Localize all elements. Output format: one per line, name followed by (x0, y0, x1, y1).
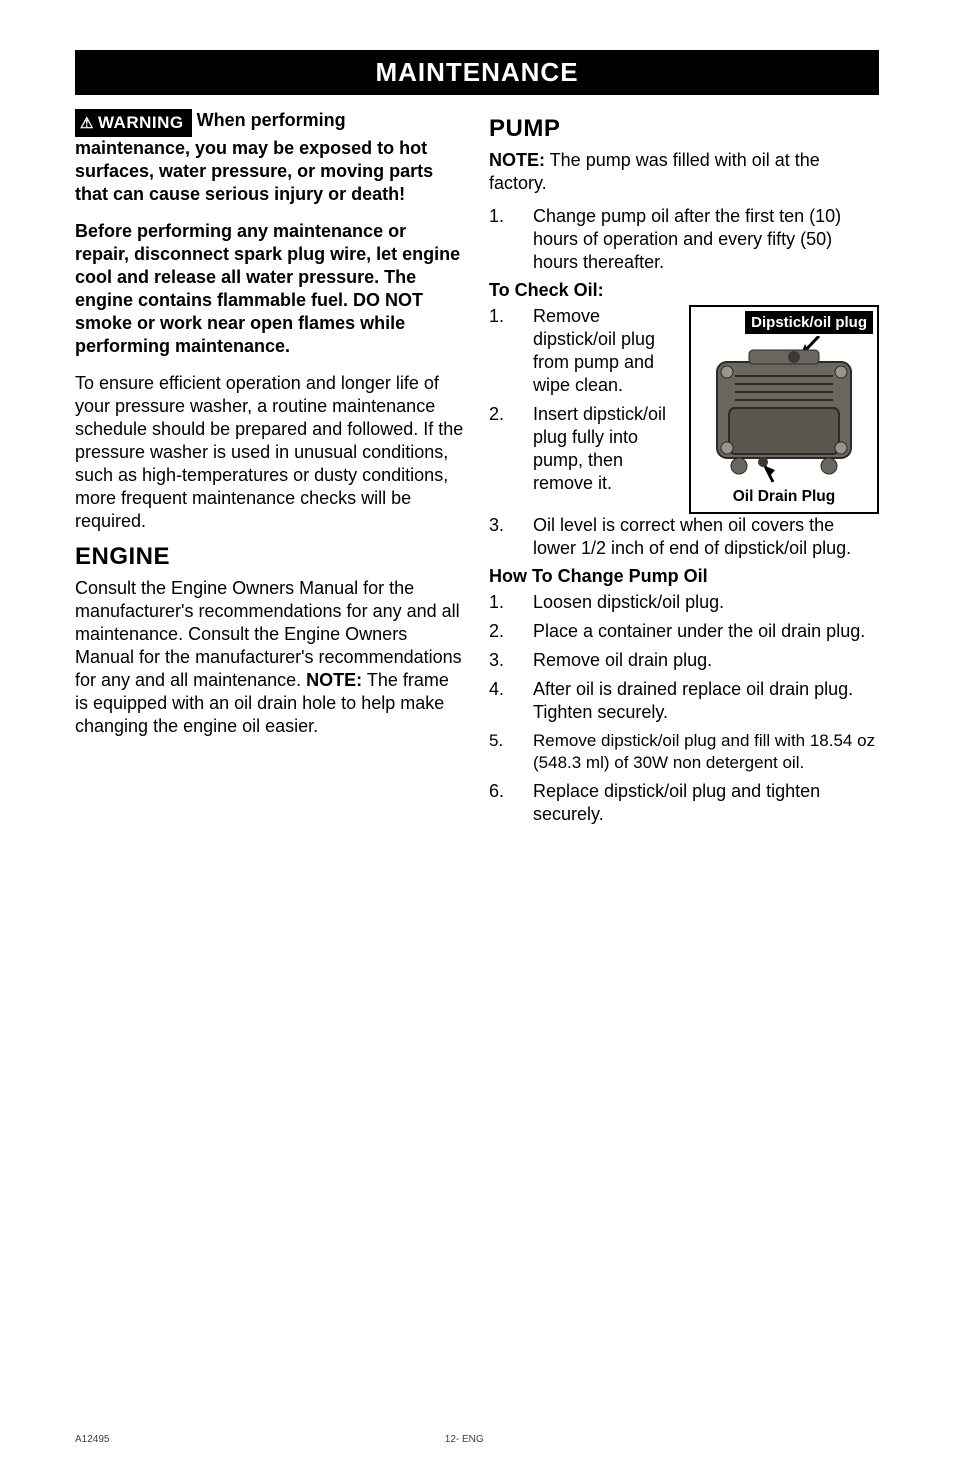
note-label: NOTE: (306, 670, 362, 690)
change-step-6: Replace dipstick/oil plug and tighten se… (489, 780, 879, 826)
pump-illustration (695, 336, 873, 486)
left-column: WARNING When performing maintenance, you… (75, 109, 465, 1414)
check-oil-list: Remove dipstick/oil plug from pump and w… (489, 305, 679, 495)
check-oil-heading: To Check Oil: (489, 280, 879, 301)
change-step-4: After oil is drained replace oil drain p… (489, 678, 879, 724)
pump-note: NOTE: The pump was filled with oil at th… (489, 149, 879, 195)
check-step-2: Insert dipstick/oil plug fully into pump… (489, 403, 679, 495)
maintenance-body: To ensure efficient operation and longer… (75, 372, 465, 533)
engine-body: Consult the Engine Owners Manual for the… (75, 577, 465, 738)
footer-center: 12- ENG (109, 1434, 819, 1445)
check-oil-list-cont: Oil level is correct when oil covers the… (489, 514, 879, 560)
pump-step-1: Change pump oil after the first ten (10)… (489, 205, 879, 274)
change-step-1: Loosen dipstick/oil plug. (489, 591, 879, 614)
right-column: PUMP NOTE: The pump was filled with oil … (489, 109, 879, 1414)
footer-spacer (819, 1434, 879, 1445)
note-label-pump: NOTE: (489, 150, 545, 170)
page-footer: A12495 12- ENG (75, 1414, 879, 1445)
pump-heading: PUMP (489, 115, 879, 143)
section-title-bar: MAINTENANCE (75, 50, 879, 95)
warning-paragraph-1: WARNING When performing maintenance, you… (75, 109, 465, 206)
change-oil-list: Loosen dipstick/oil plug. Place a contai… (489, 591, 879, 826)
change-oil-heading: How To Change Pump Oil (489, 566, 879, 587)
drain-plug-label: Oil Drain Plug (733, 488, 835, 506)
check-oil-text-col: Remove dipstick/oil plug from pump and w… (489, 305, 679, 514)
check-oil-row: Remove dipstick/oil plug from pump and w… (489, 305, 879, 514)
change-step-5: Remove dipstick/oil plug and fill with 1… (489, 730, 879, 774)
warning-badge: WARNING (75, 109, 192, 137)
two-column-layout: WARNING When performing maintenance, you… (75, 109, 879, 1414)
change-step-2: Place a container under the oil drain pl… (489, 620, 879, 643)
pump-steps: Change pump oil after the first ten (10)… (489, 205, 879, 274)
check-step-1: Remove dipstick/oil plug from pump and w… (489, 305, 679, 397)
change-step-3: Remove oil drain plug. (489, 649, 879, 672)
footer-left: A12495 (75, 1434, 109, 1445)
check-step-3: Oil level is correct when oil covers the… (489, 514, 879, 560)
warning-paragraph-2: Before performing any maintenance or rep… (75, 220, 465, 358)
engine-heading: ENGINE (75, 543, 465, 571)
pump-figure: Dipstick/oil plug (689, 305, 879, 514)
dipstick-label: Dipstick/oil plug (745, 311, 873, 334)
